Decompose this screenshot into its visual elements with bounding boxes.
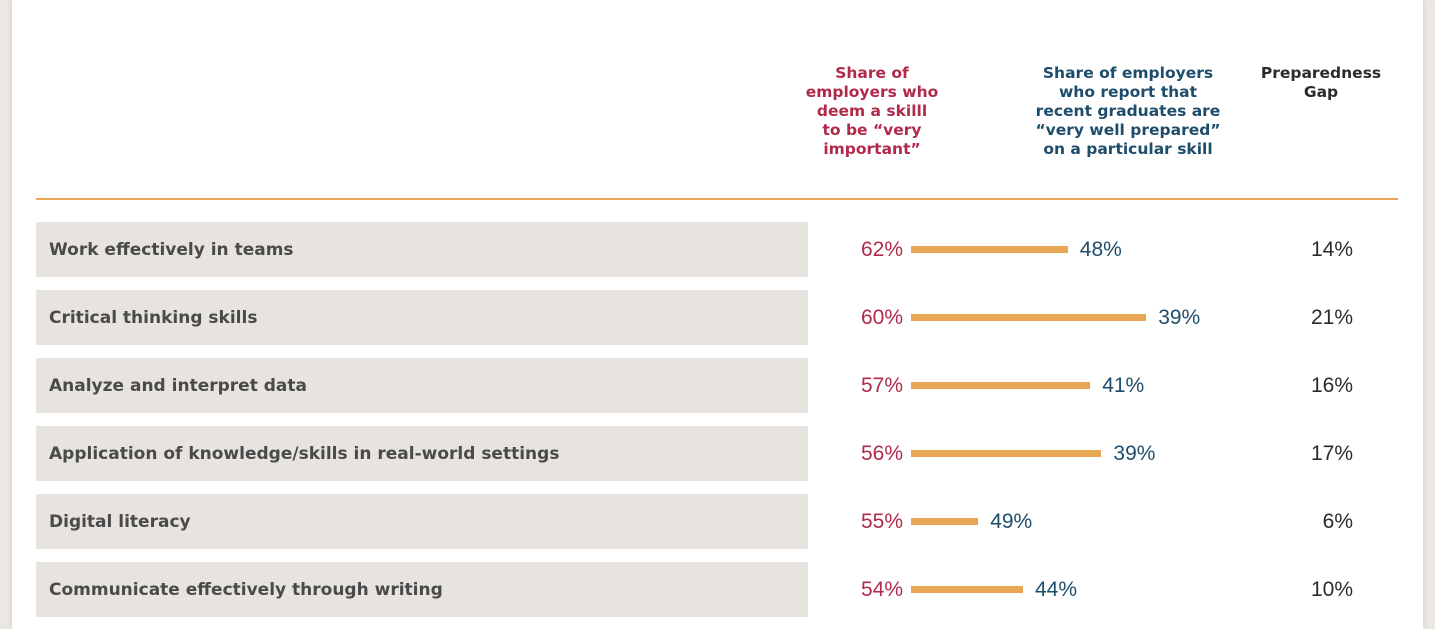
gap-value: 16%	[1310, 373, 1353, 397]
prepared-value: 44%	[1035, 577, 1078, 601]
gap-bar	[911, 246, 1068, 253]
important-value: 56%	[860, 441, 903, 465]
prepared-value: 39%	[1113, 441, 1156, 465]
skill-label: Analyze and interpret data	[36, 358, 808, 413]
important-value: 57%	[860, 373, 903, 397]
gap-bar	[911, 518, 979, 525]
gap-value: 14%	[1310, 237, 1353, 261]
gap-bar	[911, 314, 1147, 321]
skill-label: Critical thinking skills	[36, 290, 808, 345]
gap-value: 17%	[1310, 441, 1353, 465]
skill-label: Application of knowledge/skills in real-…	[36, 426, 808, 481]
gap-bar	[911, 450, 1102, 457]
gap-value: 21%	[1310, 305, 1353, 329]
prepared-value: 49%	[990, 509, 1033, 533]
important-value: 55%	[860, 509, 903, 533]
gap-value: 6%	[1322, 509, 1353, 533]
skill-label: Communicate effectively through writing	[36, 562, 808, 617]
skill-label: Digital literacy	[36, 494, 808, 549]
prepared-value: 39%	[1158, 305, 1201, 329]
prepared-value: 41%	[1102, 373, 1145, 397]
gap-bar	[911, 382, 1091, 389]
prepared-value: 48%	[1079, 237, 1122, 261]
header-well-prepared: Share of employers who report that recen…	[1035, 64, 1221, 158]
important-value: 62%	[860, 237, 903, 261]
gap-value: 10%	[1310, 577, 1353, 601]
important-value: 60%	[860, 305, 903, 329]
chart-page: Share of employers who deem a skilll to …	[12, 0, 1423, 629]
header-divider	[36, 198, 1398, 200]
important-value: 54%	[860, 577, 903, 601]
skill-label: Work effectively in teams	[36, 222, 808, 277]
skills-table: Work effectively in teams 62% 48% 14% Critic…	[12, 0, 1423, 629]
header-preparedness-gap: Preparedness Gap	[1260, 64, 1382, 101]
header-very-important: Share of employers who deem a skilll to …	[805, 64, 939, 158]
gap-bar	[911, 586, 1023, 593]
